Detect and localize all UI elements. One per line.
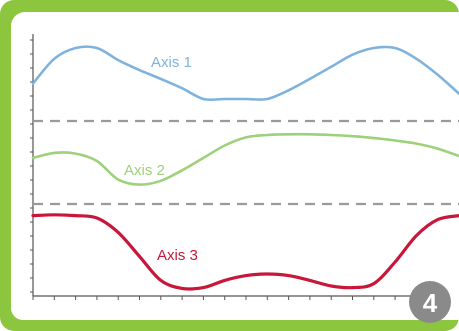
line-chart: Axis 1 Axis 2 Axis 3 — [30, 34, 459, 300]
series-line-2 — [31, 132, 459, 186]
series-label-3: Axis 3 — [157, 247, 198, 264]
series-label-1: Axis 1 — [151, 54, 192, 71]
chart-panel: Axis 1 Axis 2 Axis 3 — [11, 12, 459, 320]
series-line-3 — [31, 213, 459, 291]
series-line-1 — [31, 45, 459, 102]
series-label-2: Axis 2 — [124, 162, 165, 179]
